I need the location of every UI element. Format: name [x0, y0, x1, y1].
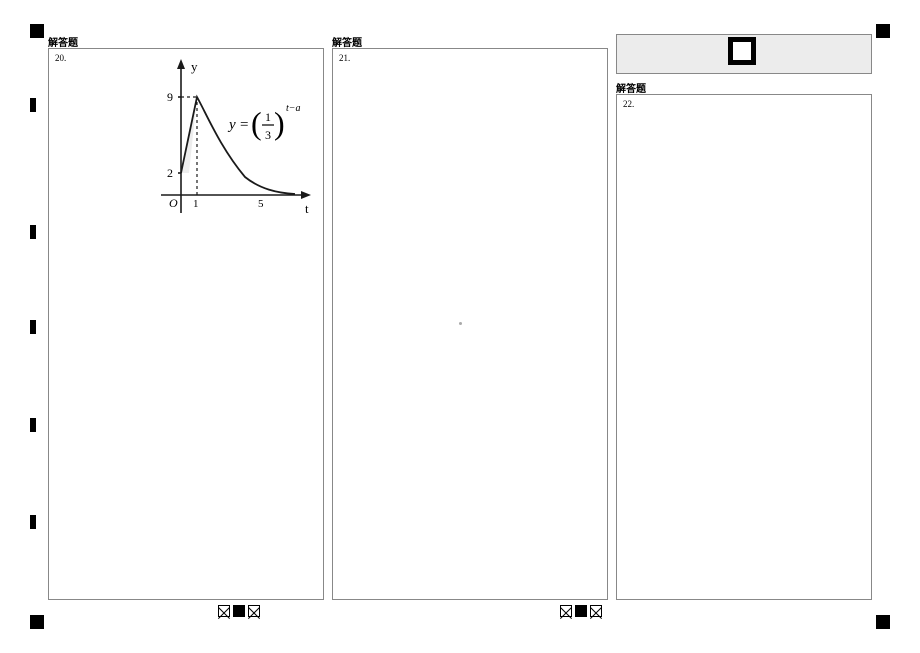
svg-text:y: y: [227, 117, 236, 133]
q21-number: 21.: [339, 53, 350, 63]
xtick-1: 1: [193, 198, 199, 210]
axis-x-label: t: [305, 201, 309, 216]
svg-text:): ): [274, 105, 285, 141]
q20-number: 20.: [55, 53, 66, 63]
center-dot: [459, 322, 462, 325]
side-mark-l2: [30, 225, 36, 239]
ytick-2: 2: [167, 166, 173, 180]
graph-q20: y t O 2 9 1 5 y = ( 1 3 ) t−a: [145, 55, 321, 225]
marker-hatch-icon: [560, 605, 572, 617]
svg-text:1: 1: [265, 110, 271, 124]
ytick-9: 9: [167, 90, 173, 104]
xtick-5: 5: [258, 198, 264, 210]
svg-text:3: 3: [265, 128, 271, 142]
side-mark-l1: [30, 98, 36, 112]
reg-mark-br: [876, 615, 890, 629]
marker-hatch-icon: [590, 605, 602, 617]
reg-mark-bl: [30, 615, 44, 629]
side-mark-l3: [30, 320, 36, 334]
side-mark-l5: [30, 515, 36, 529]
panel-q22: 22.: [616, 94, 872, 600]
bottom-markers-2: [560, 605, 602, 617]
marker-solid-icon: [233, 605, 245, 617]
section-title-3: 解答题: [616, 80, 646, 95]
hollow-square-icon: [728, 37, 756, 65]
marker-hatch-icon: [218, 605, 230, 617]
svg-text:=: =: [240, 117, 248, 133]
side-mark-l4: [30, 418, 36, 432]
section-title-1: 解答题: [48, 34, 78, 49]
marker-solid-icon: [575, 605, 587, 617]
svg-text:(: (: [251, 105, 262, 141]
reg-mark-tl: [30, 24, 44, 38]
axis-y-label: y: [191, 59, 198, 74]
svg-text:t−a: t−a: [286, 103, 301, 114]
reg-mark-tr: [876, 24, 890, 38]
q22-number: 22.: [623, 99, 634, 109]
panel-q21: 21.: [332, 48, 608, 600]
panel-q20: 20.: [48, 48, 324, 600]
bottom-markers-1: [218, 605, 260, 617]
section-title-2: 解答题: [332, 34, 362, 49]
origin-label: O: [169, 196, 178, 210]
marker-hatch-icon: [248, 605, 260, 617]
